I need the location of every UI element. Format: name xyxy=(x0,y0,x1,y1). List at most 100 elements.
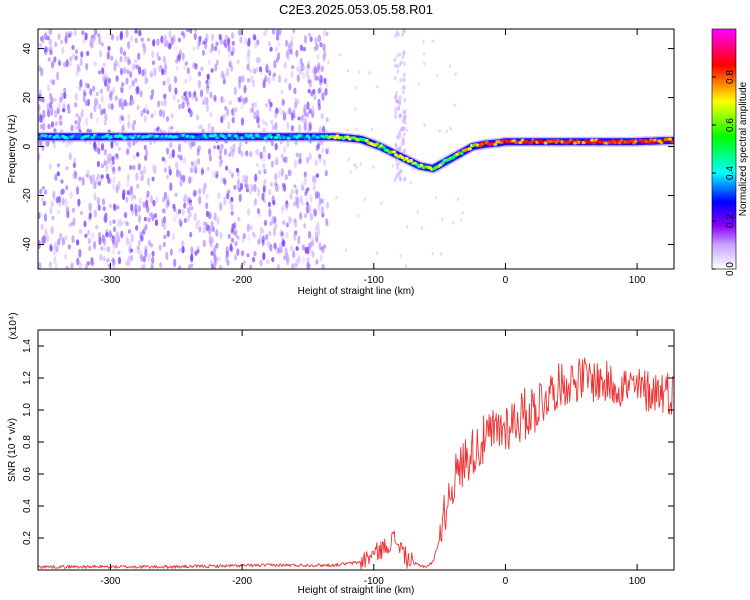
noise-point xyxy=(245,54,249,60)
noise-point xyxy=(150,264,154,269)
noise-point xyxy=(289,48,293,55)
noise-point xyxy=(134,59,138,64)
noise-point xyxy=(240,103,244,109)
noise-point xyxy=(93,209,97,218)
noise-point xyxy=(325,201,330,210)
noise-point xyxy=(220,70,224,79)
noise-point xyxy=(142,48,147,56)
noise-point xyxy=(289,193,293,200)
noise-point xyxy=(187,196,191,203)
noise-point xyxy=(184,193,188,200)
noise-point xyxy=(266,240,271,248)
noise-point xyxy=(201,168,205,175)
noise-point xyxy=(47,29,51,35)
noise-point xyxy=(50,200,54,208)
noise-point xyxy=(399,253,402,258)
noise-point xyxy=(261,239,265,247)
noise-point xyxy=(100,42,104,47)
noise-point xyxy=(134,77,138,83)
noise-point xyxy=(74,55,78,61)
noise-point xyxy=(163,191,167,200)
noise-point xyxy=(67,32,71,39)
noise-point xyxy=(119,30,123,40)
noise-point xyxy=(284,77,288,84)
noise-point xyxy=(308,108,312,114)
noise-point xyxy=(320,113,324,120)
noise-point xyxy=(74,49,79,54)
noise-point xyxy=(186,208,191,214)
noise-point xyxy=(121,82,125,87)
noise-point xyxy=(399,145,402,149)
noise-point xyxy=(363,197,366,202)
noise-point xyxy=(202,40,206,45)
y-tick-label: 1.0 xyxy=(22,403,33,417)
noise-point xyxy=(172,34,176,43)
noise-point xyxy=(155,127,160,132)
noise-point xyxy=(265,63,269,71)
noise-point xyxy=(232,111,236,118)
noise-point xyxy=(253,111,257,120)
noise-point xyxy=(307,263,311,269)
noise-point xyxy=(323,244,327,249)
noise-point xyxy=(277,170,281,179)
noise-point xyxy=(125,260,129,267)
noise-point xyxy=(327,60,330,64)
noise-point xyxy=(273,242,277,250)
noise-point xyxy=(202,187,206,195)
noise-point xyxy=(123,99,127,107)
noise-point xyxy=(103,215,107,223)
noise-point xyxy=(214,63,218,72)
noise-point xyxy=(285,203,289,212)
noise-point xyxy=(436,73,439,78)
noise-point xyxy=(88,212,92,220)
noise-point xyxy=(117,146,121,152)
trace-point xyxy=(105,134,110,138)
noise-point xyxy=(315,43,319,51)
noise-point xyxy=(170,125,174,130)
trace-point xyxy=(229,136,234,140)
noise-point xyxy=(100,94,104,104)
noise-point xyxy=(93,192,97,201)
noise-point xyxy=(105,163,109,173)
noise-point xyxy=(206,166,210,171)
noise-point xyxy=(211,226,215,233)
noise-point xyxy=(165,116,170,122)
noise-point xyxy=(149,195,153,204)
noise-point xyxy=(317,35,321,43)
noise-point xyxy=(181,245,185,254)
noise-point xyxy=(140,37,144,42)
noise-point xyxy=(216,144,220,150)
trace-point xyxy=(286,136,291,140)
noise-point xyxy=(128,102,132,107)
noise-point xyxy=(242,233,246,240)
noise-point xyxy=(54,262,58,269)
noise-point xyxy=(110,103,114,110)
noise-point xyxy=(186,67,190,75)
noise-point xyxy=(119,46,123,55)
noise-point xyxy=(195,221,199,230)
noise-point xyxy=(267,77,271,84)
band-point xyxy=(402,140,406,146)
noise-point xyxy=(125,221,129,227)
noise-point xyxy=(118,98,122,108)
noise-point xyxy=(77,198,81,206)
noise-point xyxy=(228,100,232,105)
noise-point xyxy=(96,173,101,180)
noise-point xyxy=(106,51,110,60)
noise-point xyxy=(271,124,275,131)
noise-point xyxy=(179,179,183,187)
noise-point xyxy=(112,226,117,233)
noise-point xyxy=(193,212,197,222)
noise-point xyxy=(229,145,233,155)
noise-point xyxy=(143,216,147,222)
noise-point xyxy=(316,221,320,231)
noise-point xyxy=(208,148,212,156)
noise-point xyxy=(283,183,287,192)
noise-point xyxy=(147,253,151,263)
noise-point xyxy=(46,102,50,111)
noise-point xyxy=(223,200,227,205)
noise-point xyxy=(305,201,309,207)
noise-point xyxy=(234,229,238,238)
noise-point xyxy=(184,61,188,66)
